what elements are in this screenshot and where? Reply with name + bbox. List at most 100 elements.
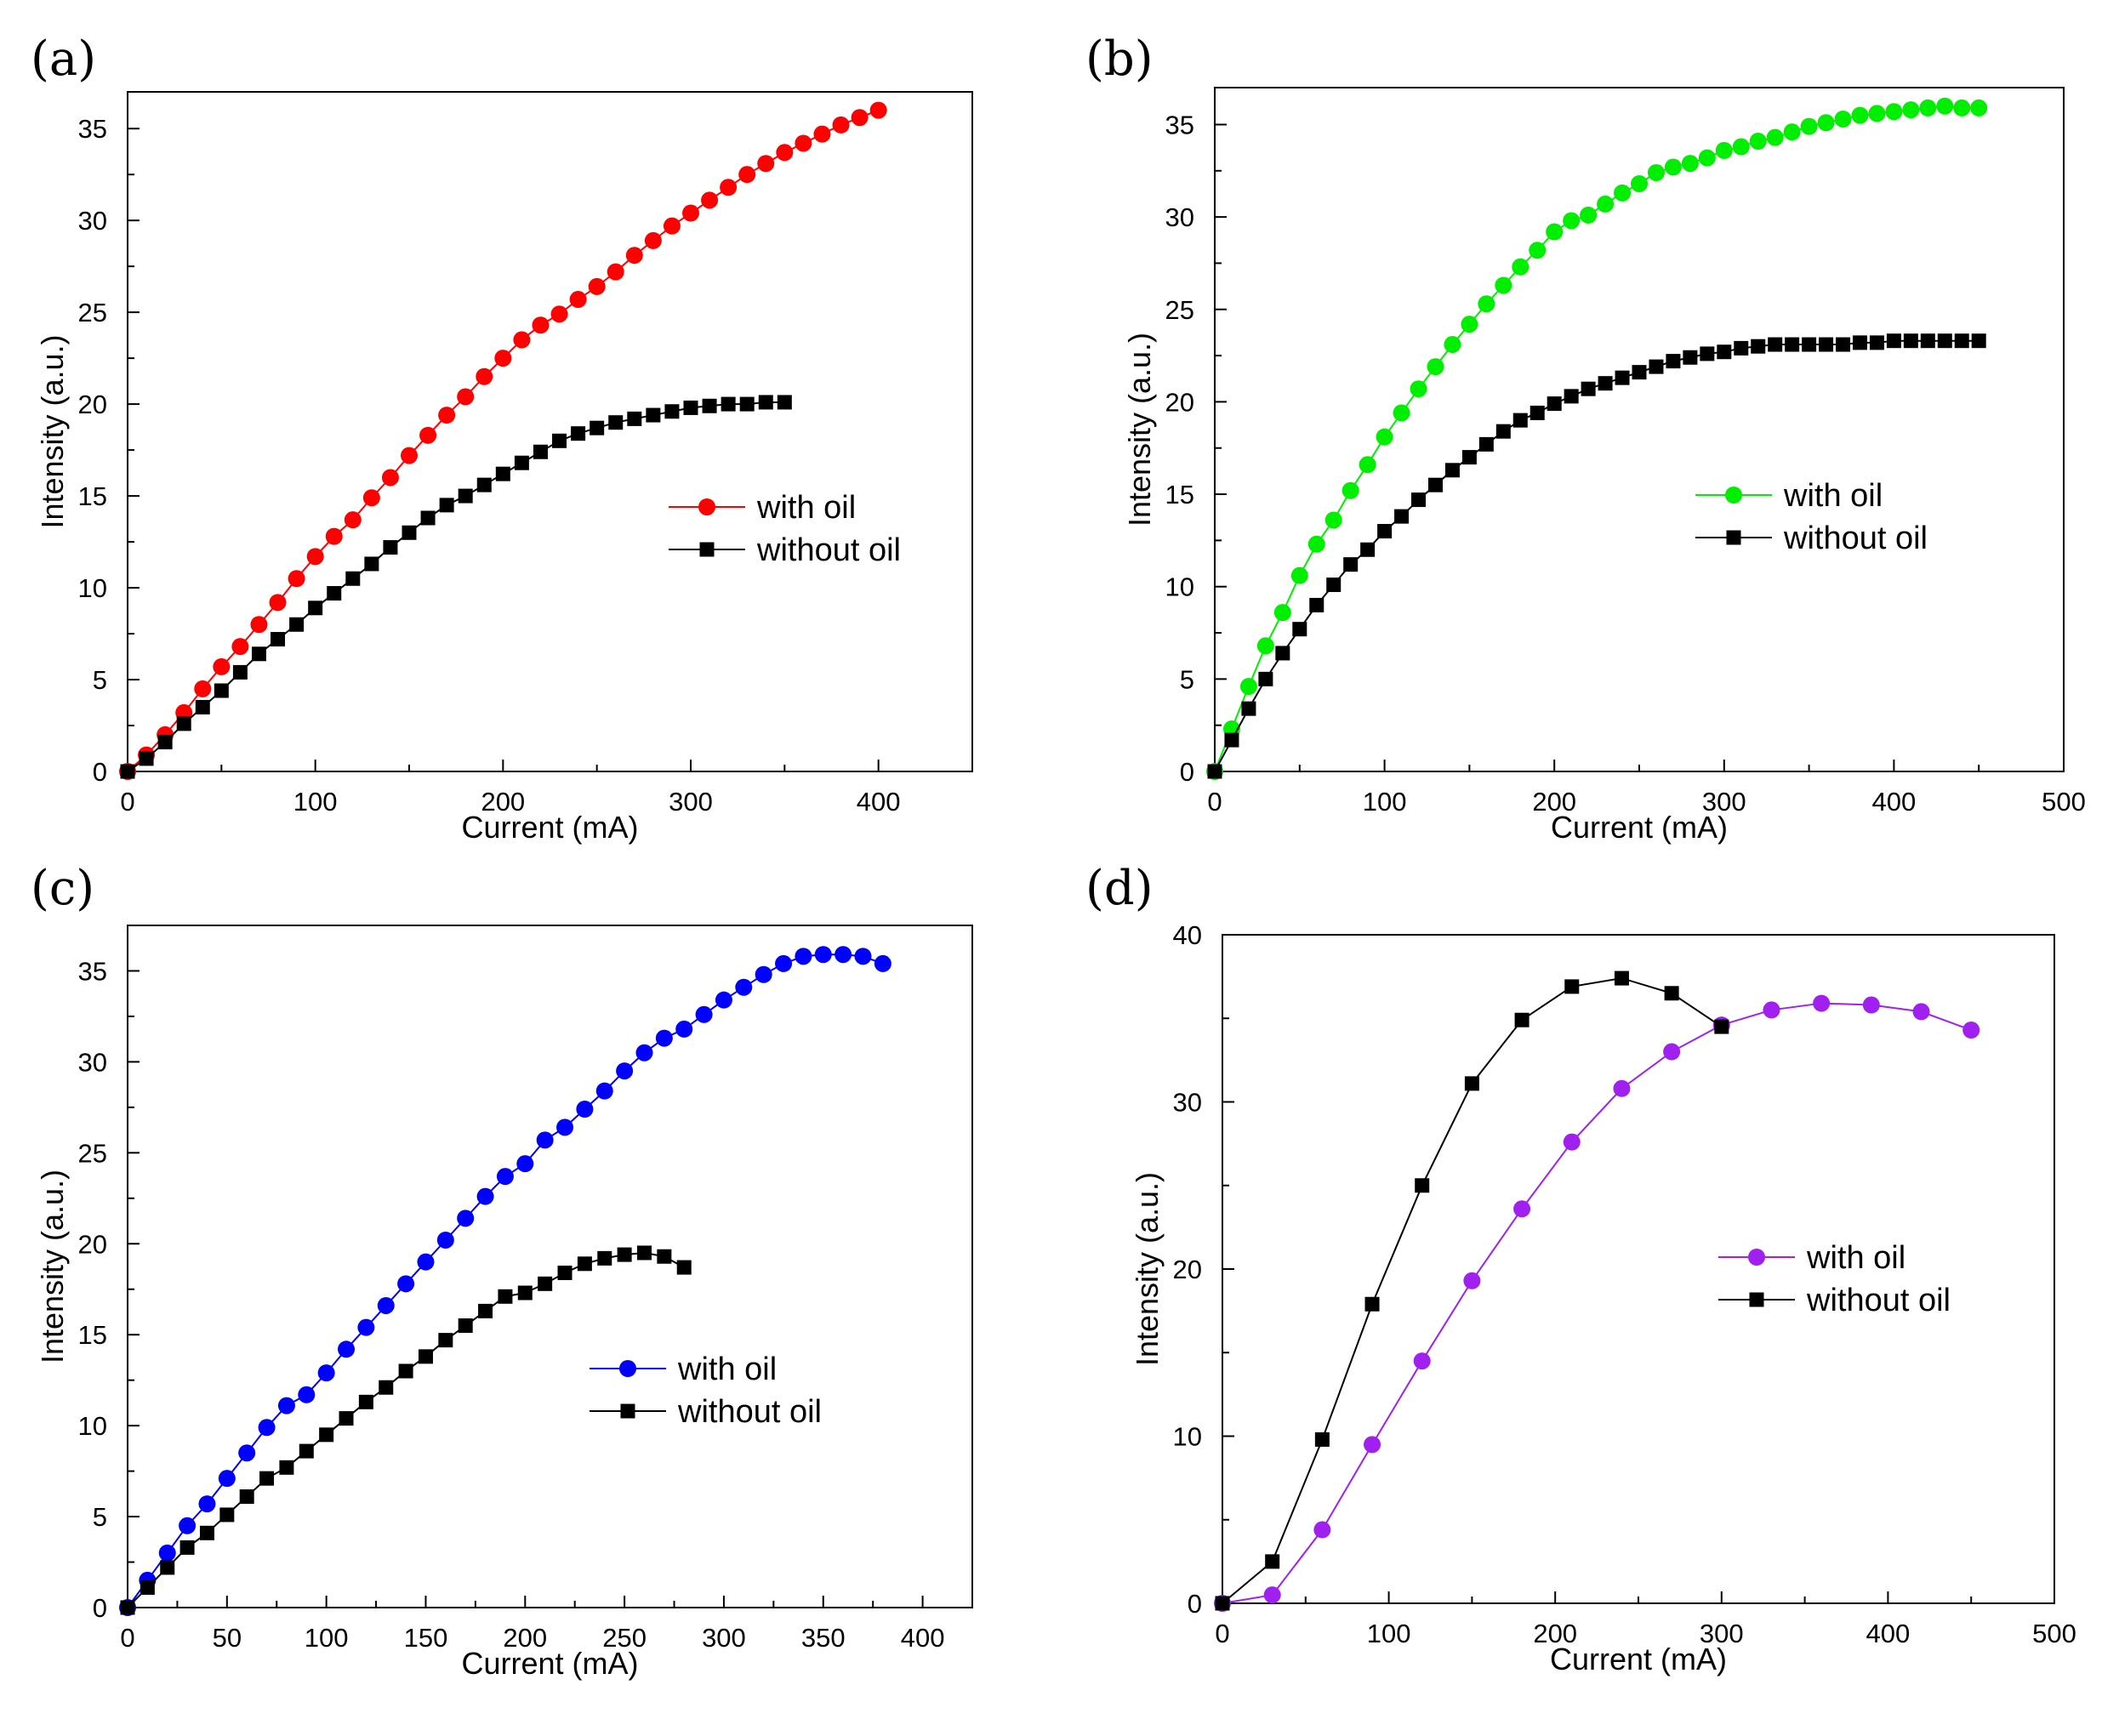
data-point (317, 1364, 335, 1382)
data-point (1819, 337, 1834, 352)
y-tick-label: 0 (93, 757, 107, 787)
data-point (157, 734, 173, 749)
panel-a: (a) 0 100 200 300 400 0 5 10 15 20 25 30 35 Current (m… (31, 31, 973, 845)
data-point (339, 1411, 354, 1426)
data-point (1580, 206, 1598, 224)
data-point (1342, 481, 1359, 499)
data-point (795, 948, 812, 965)
data-point (383, 540, 398, 555)
data-point (776, 144, 794, 162)
data-point (179, 1517, 197, 1534)
x-tick-label: 0 (120, 1623, 134, 1653)
data-point (777, 395, 792, 410)
data-point (1530, 405, 1545, 420)
x-tick-label: 500 (2032, 1619, 2076, 1648)
series-line (1214, 339, 1980, 772)
data-point (1564, 389, 1579, 404)
data-point (675, 1020, 693, 1038)
data-point (1851, 106, 1869, 124)
data-point (457, 388, 475, 406)
legend-marker (1748, 1249, 1765, 1266)
y-tick-label: 15 (78, 481, 107, 511)
y-tick-label: 15 (1165, 480, 1194, 509)
data-point (1215, 1596, 1230, 1611)
data-point (1360, 542, 1376, 557)
data-point (476, 477, 492, 492)
y-axis-label: Intensity (a.u.) (1122, 333, 1157, 526)
data-point (608, 415, 624, 430)
data-point (1239, 678, 1257, 696)
data-point (576, 1101, 594, 1118)
data-point (357, 1318, 375, 1336)
data-point (1324, 511, 1342, 529)
series-line (127, 401, 785, 772)
plot-frame (127, 925, 973, 1608)
data-point (195, 699, 210, 714)
panel-c: (c) 0 50 100 150 200 250 300 350 400 0 5 10 15 20 25 30 3… (31, 861, 973, 1681)
legend-label: with oil (1806, 1240, 1905, 1276)
y-tick-label: 35 (78, 956, 107, 986)
legend-marker (619, 1360, 636, 1377)
data-point (1313, 1521, 1331, 1539)
data-point (1413, 1352, 1431, 1370)
data-point (516, 1155, 534, 1173)
legend-marker (620, 1403, 635, 1419)
y-tick-label: 20 (78, 390, 107, 419)
data-point (417, 1253, 435, 1271)
data-point (676, 1260, 692, 1275)
data-point (1265, 1554, 1280, 1569)
data-point (1415, 1178, 1430, 1193)
data-point (663, 217, 681, 235)
data-point (1714, 1019, 1729, 1034)
x-tick-label: 200 (1533, 1619, 1577, 1648)
data-point (701, 191, 719, 209)
data-point (179, 1540, 195, 1555)
data-point (755, 965, 772, 983)
y-tick-label: 10 (1173, 1422, 1202, 1452)
data-point (1263, 1586, 1281, 1604)
data-point (198, 1495, 216, 1513)
data-point (1615, 370, 1630, 385)
y-tick-label: 20 (1165, 387, 1194, 417)
y-tick-label: 40 (1173, 920, 1202, 950)
data-point (1717, 344, 1732, 360)
data-point (1936, 97, 1954, 115)
x-tick-label: 400 (857, 787, 901, 817)
data-point (402, 525, 417, 540)
data-point (239, 1489, 254, 1505)
data-point (269, 594, 287, 612)
data-point (1613, 1079, 1631, 1097)
data-point (813, 125, 831, 143)
y-tick-label: 0 (93, 1593, 107, 1623)
panel-label: (b) (1085, 31, 1154, 87)
x-axis-label: Current (mA) (1551, 810, 1728, 845)
data-point (851, 109, 869, 127)
panel-b: (b) 0 100 200 300 400 500 0 5 10 15 20 25 30 35 Current… (1085, 31, 2086, 845)
data-point (738, 166, 756, 184)
y-tick-label: 5 (93, 1502, 107, 1532)
x-tick-label: 0 (1215, 1619, 1229, 1648)
data-point (327, 586, 342, 601)
data-point (1461, 316, 1478, 333)
data-point (1364, 1296, 1380, 1312)
data-point (1920, 333, 1935, 349)
data-point (854, 948, 872, 965)
x-tick-label: 100 (1363, 787, 1407, 817)
legend-label: with oil (677, 1352, 777, 1387)
data-point (250, 616, 268, 634)
data-point (1376, 428, 1393, 446)
data-point (636, 1245, 652, 1261)
data-point (695, 1005, 713, 1023)
data-point (325, 527, 343, 545)
legend-label: without oil (756, 532, 901, 568)
data-point (495, 466, 510, 481)
series-line (1214, 105, 1980, 772)
data-point (1241, 701, 1256, 716)
data-point (1937, 333, 1952, 349)
data-point (1836, 337, 1851, 352)
x-tick-label: 250 (602, 1623, 647, 1653)
data-point (418, 1349, 433, 1364)
x-tick-label: 300 (669, 787, 713, 817)
x-tick-label: 500 (2042, 787, 2086, 817)
data-point (1785, 337, 1800, 352)
